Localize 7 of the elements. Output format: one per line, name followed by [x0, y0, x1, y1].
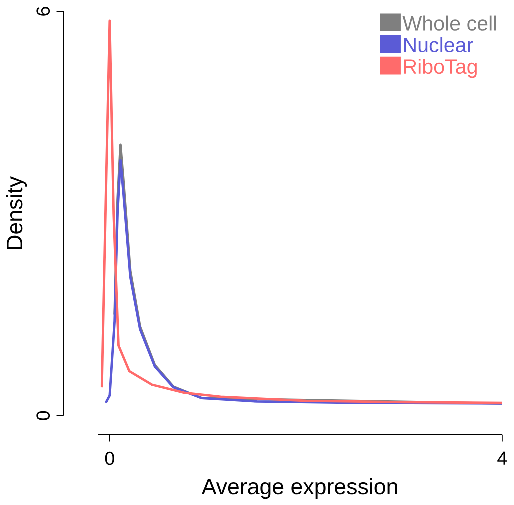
- legend-label: RiboTag: [404, 58, 477, 78]
- x-tick-label: 4: [498, 452, 508, 465]
- y-tick-label: 6: [36, 6, 50, 16]
- legend-label: Nuclear: [404, 37, 474, 52]
- y-axis-title: Density: [6, 176, 28, 249]
- legend-label: Whole cell: [402, 16, 496, 31]
- x-axis-title: Average expression: [202, 478, 398, 499]
